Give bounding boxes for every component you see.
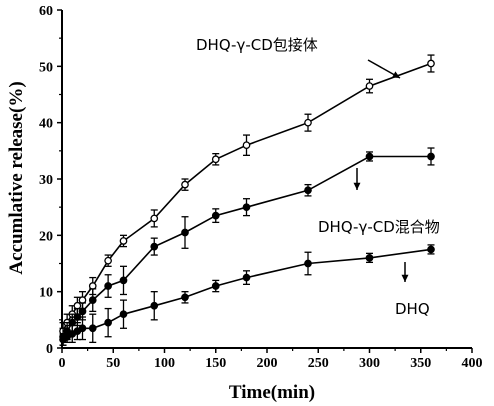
y-tick-label: 20 <box>39 229 53 244</box>
data-point <box>211 282 220 290</box>
data-point <box>304 118 312 127</box>
annotation-arrow <box>401 262 409 282</box>
annotation-dhq: DHQ <box>395 300 430 318</box>
data-point <box>150 214 159 223</box>
x-tick-label: 300 <box>359 356 380 371</box>
arrow-head <box>353 182 361 190</box>
data-point <box>365 152 374 161</box>
data-point <box>211 211 220 220</box>
series-line <box>62 248 432 341</box>
data-point <box>211 155 220 164</box>
annotation-physical-mixture: DHQ-γ-CD混合物 <box>318 218 440 236</box>
series-group <box>59 54 435 341</box>
data-point <box>427 152 435 161</box>
data-point <box>181 293 189 302</box>
data-point <box>304 186 312 195</box>
annotation-inclusion-complex: DHQ-γ-CD包接体 <box>196 36 318 54</box>
data-point <box>365 82 374 90</box>
data-point <box>104 282 112 290</box>
data-point <box>242 141 251 150</box>
arrow-head <box>401 274 409 282</box>
x-tick-label: 150 <box>205 356 226 371</box>
data-point <box>119 276 128 285</box>
data-point <box>119 310 128 319</box>
x-tick-label: 250 <box>308 356 329 371</box>
x-tick-label: 350 <box>410 356 431 371</box>
data-point <box>78 307 87 316</box>
x-tick-label: 200 <box>257 356 278 371</box>
x-tick-label: 0 <box>59 356 66 371</box>
data-point <box>150 301 159 310</box>
annotation-arrow <box>353 168 361 190</box>
series-group <box>59 147 435 346</box>
y-tick-label: 40 <box>39 117 53 132</box>
axes <box>61 10 472 349</box>
x-tick-label: 50 <box>106 356 120 371</box>
series-group <box>59 244 435 346</box>
data-point <box>88 324 97 333</box>
y-tick-label: 50 <box>39 60 53 75</box>
data-point <box>150 242 159 251</box>
data-point <box>88 296 97 304</box>
data-point <box>304 259 312 268</box>
data-point <box>181 228 189 237</box>
y-tick-label: 60 <box>39 4 53 19</box>
x-tick-label: 100 <box>154 356 175 371</box>
data-point <box>119 237 128 245</box>
tick-marks: 0 50 100 150 200 250 300 350 400 0 10 20 30 40 50 60 <box>39 4 483 371</box>
data-point <box>104 256 112 265</box>
data-point <box>365 254 374 262</box>
data-point <box>181 180 189 189</box>
series-layer <box>59 54 435 346</box>
data-point <box>242 203 251 212</box>
data-point <box>78 324 87 333</box>
series-line <box>62 62 432 332</box>
y-tick-label: 0 <box>46 342 53 357</box>
arrow-head <box>392 71 400 78</box>
y-axis-title: Accumlative release(%) <box>6 81 27 274</box>
data-point <box>427 245 435 254</box>
x-axis-title: Time(min) <box>229 382 315 403</box>
data-point <box>427 59 435 68</box>
data-point <box>104 318 112 327</box>
data-point <box>242 273 251 282</box>
x-tick-label: 400 <box>462 356 483 371</box>
annotation-arrows <box>353 59 409 282</box>
y-tick-label: 10 <box>39 286 53 301</box>
y-tick-label: 30 <box>39 173 53 188</box>
annotation-arrow <box>367 59 401 79</box>
